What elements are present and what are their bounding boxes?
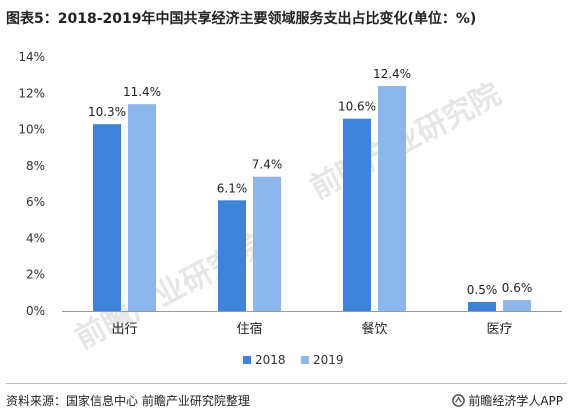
data-label: 12.4% [373,67,411,81]
footer-divider [6,383,567,384]
category-label: 住宿 [236,321,262,337]
legend-label: 2019 [313,353,344,367]
data-label: 10.6% [338,100,376,114]
legend: 2018 2019 [243,353,344,367]
category-label: 医疗 [486,322,512,337]
bar-2019-3 [503,300,531,311]
y-tick-label: 14% [18,50,45,64]
bar-2018-1 [218,200,246,311]
data-label: 10.3% [88,105,126,119]
data-label: 0.6% [502,281,533,295]
y-tick-label: 2% [26,268,45,282]
bar-2018-0 [93,124,121,311]
source-note: 资料来源：国家信息中心 前瞻产业研究院整理 [6,394,250,408]
data-label: 0.5% [467,283,498,297]
legend-swatch [301,356,309,364]
chart-title: 图表5：2018-2019年中国共享经济主要领域服务支出占比变化(单位：%) [6,11,477,27]
brand-logo-icon [452,394,466,407]
data-label: 7.4% [252,158,283,172]
y-tick-label: 10% [18,123,45,137]
footer: 资料来源：国家信息中心 前瞻产业研究院整理 前瞻经济学人APP [0,383,573,420]
y-tick-label: 12% [18,86,45,100]
category-labels: 出行 住宿 餐饮 医疗 [111,321,512,337]
bar-2018-3 [468,301,496,311]
brand-credit: 前瞻经济学人APP [452,392,563,409]
bar-chart: 前瞻产业研究院前瞻产业研究院 0%2%4%6%8%10%12%14% 10.3%… [18,50,562,367]
y-tick-label: 0% [26,304,45,318]
y-axis-ticks: 0% 2% 4% 6% 8% 10% 12% 14% [18,50,45,318]
brand-text: 前瞻经济学人APP [468,394,563,408]
category-label: 餐饮 [361,321,387,337]
y-tick-label: 8% [26,159,45,173]
data-label: 6.1% [217,181,248,195]
bar-2018-2 [343,118,371,311]
category-label: 出行 [111,322,137,337]
y-tick-label: 4% [26,231,45,245]
legend-swatch [243,356,251,364]
data-label: 11.4% [123,85,161,99]
bars: 10.3% 11.4% 6.1% 7.4% 10.6% 12.4% 0.5% 0.6% [88,67,533,312]
bar-2019-0 [128,104,156,312]
bar-2019-2 [378,86,406,312]
bar-2019-1 [253,176,281,311]
legend-label: 2018 [255,353,286,367]
y-tick-label: 6% [26,195,45,209]
